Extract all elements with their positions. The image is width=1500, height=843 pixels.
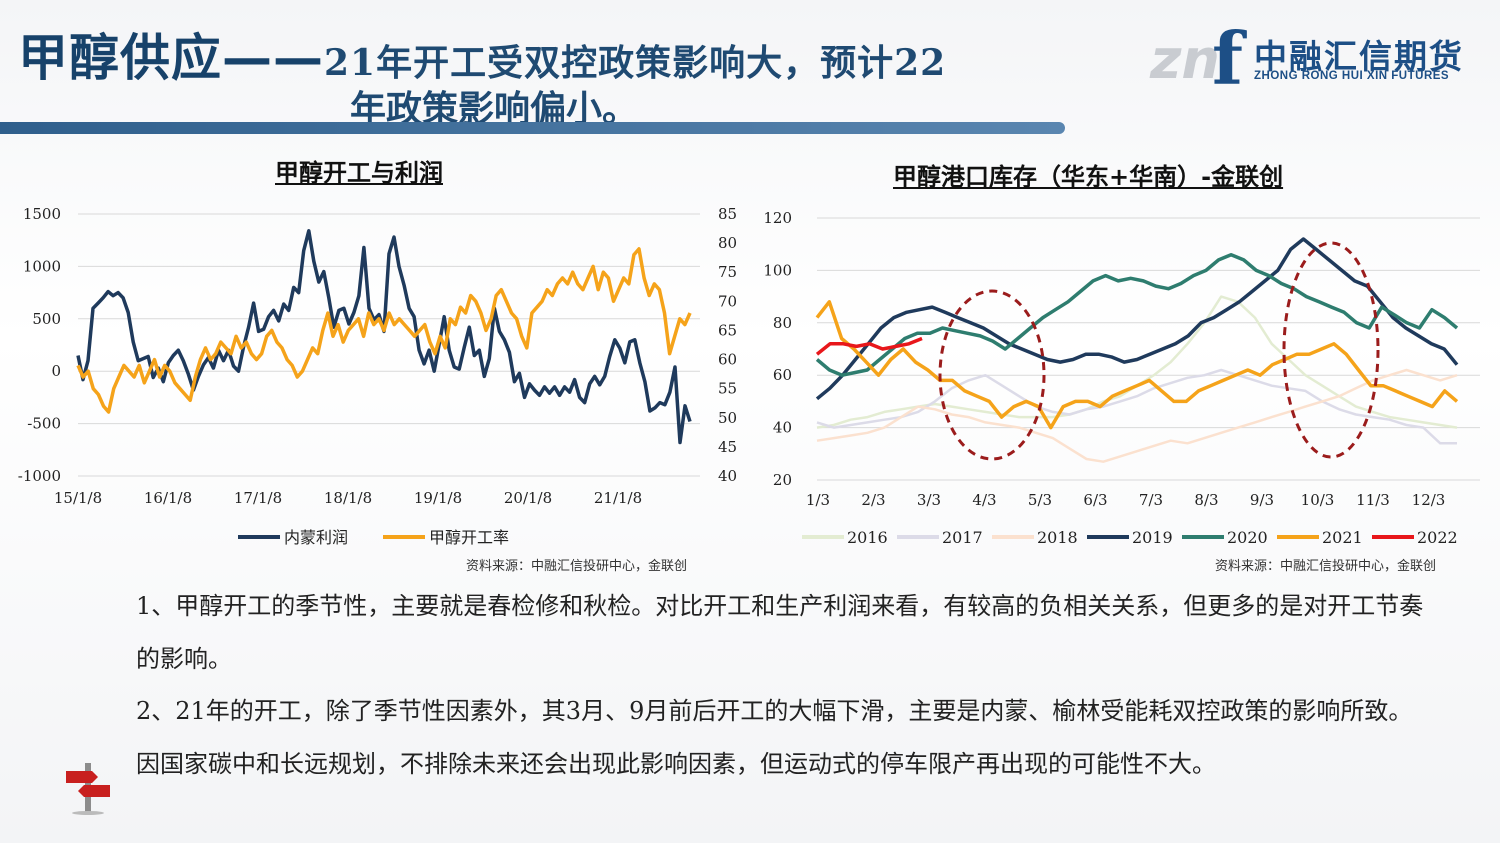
body-paragraph-1: 1、甲醇开工的季节性，主要就是春检修和秋检。对比开工和生产利润来看，有较高的负相… (136, 592, 1424, 673)
chart1-x-tick: 18/1/8 (324, 489, 372, 507)
chart2-annotation-ellipse-2 (1282, 241, 1380, 459)
chart1-y-left-tick: -1000 (18, 467, 61, 485)
page-title: 甲醇供应——21年开工受双控政策影响大，预计22 (18, 18, 946, 90)
chart2-series-line-2022 (815, 336, 923, 356)
chart2-series-line-2016 (816, 295, 1458, 429)
chart1-x-tick: 20/1/8 (504, 489, 552, 507)
chart2-title: 甲醇港口库存（华东+华南）-金联创 (893, 163, 1284, 191)
chart1-y-right-tick: 75 (718, 263, 737, 281)
chart2-legend-label-2019: 2019 (1132, 528, 1173, 547)
chart1-y-right-tick: 85 (718, 205, 737, 223)
chart2-x-tick: 11/3 (1356, 491, 1390, 509)
logo-company-name: 中融汇信期货 (1254, 37, 1464, 76)
logo-f-mark: f (1212, 16, 1243, 101)
chart1-title: 甲醇开工与利润 (275, 159, 443, 187)
chart1-x-tick: 21/1/8 (594, 489, 642, 507)
chart2-x-tick: 9/3 (1250, 491, 1274, 509)
chart2-legend-label-2021: 2021 (1322, 528, 1363, 547)
chart2-annotation-ellipse-1 (938, 289, 1046, 461)
chart2-y-tick: 40 (773, 419, 792, 437)
company-logo: zn f 中融汇信期货 ZHONG RONG HUI XIN FUTURES (1150, 16, 1470, 101)
chart2-svg: 120 100 80 60 40 20 1/3 2/3 3/3 4/3 5/3 6/3 7/3 8/3 9/… (763, 209, 1480, 547)
title-rest-text: 21年开工受双控政策影响大，预计22 (324, 42, 947, 84)
chart1-series-line-1 (76, 229, 692, 445)
chart1-x-tick: 15/1/8 (54, 489, 102, 507)
chart2-y-tick: 20 (773, 471, 792, 489)
chart1-y-left-tick: 1500 (23, 205, 61, 223)
chart1-y-right-tick: 40 (718, 467, 737, 485)
chart1-y-left-tick: 500 (32, 310, 61, 328)
chart2-series-line-2018 (816, 368, 1458, 463)
chart2-y-tick: 60 (773, 366, 792, 384)
signpost-icon (66, 763, 110, 815)
logo-zn-mark: zn (1150, 28, 1220, 91)
chart2-legend-label-2020: 2020 (1227, 528, 1268, 547)
chart1-y-right-tick: 55 (718, 380, 737, 398)
chart2-x-tick: 2/3 (861, 491, 885, 509)
chart2-x-tick: 10/3 (1301, 491, 1335, 509)
chart2-x-tick: 7/3 (1139, 491, 1163, 509)
chart2-x-tick: 5/3 (1028, 491, 1052, 509)
chart2-y-tick: 100 (763, 261, 792, 279)
chart1-y-right-tick: 65 (718, 321, 737, 339)
chart1-y-right-tick: 60 (718, 351, 737, 369)
chart2-series-line-2021 (815, 300, 1459, 430)
chart1-y-right-tick: 70 (718, 292, 737, 310)
chart1-y-right-tick: 50 (718, 409, 737, 427)
chart2-y-tick: 80 (773, 314, 792, 332)
chart1-y-left-tick: 1000 (23, 257, 61, 275)
chart2-x-tick: 4/3 (972, 491, 996, 509)
chart1-x-tick: 17/1/8 (234, 489, 282, 507)
chart2-x-tick: 3/3 (917, 491, 941, 509)
chart2-legend-label-2022: 2022 (1417, 528, 1458, 547)
chart1-x-tick: 16/1/8 (144, 489, 192, 507)
chart1-source: 资料来源：中融汇信投研中心，金联创 (466, 559, 688, 574)
chart2-legend-label-2017: 2017 (942, 528, 983, 547)
title-main-text: 甲醇供应—— (18, 29, 324, 87)
chart1-legend-label-1: 内蒙利润 (284, 528, 348, 547)
chart2-series-line-2020 (815, 252, 1459, 377)
body-paragraph-2: 2、21年的开工，除了季节性因素外，其3月、9月前后开工的大幅下滑，主要是内蒙、… (136, 697, 1413, 778)
header-bar (0, 122, 1065, 134)
chart2-x-tick: 12/3 (1412, 491, 1446, 509)
chart1-y-left-tick: 0 (51, 362, 61, 380)
logo-company-name-en: ZHONG RONG HUI XIN FUTURES (1254, 70, 1450, 82)
chart1-y-right-tick: 45 (718, 438, 737, 456)
chart1-svg: 1500 1000 500 0 -500 -1000 85 80 75 70 65 60 55 50 45 4… (18, 205, 737, 547)
chart2-y-tick: 120 (763, 209, 792, 227)
chart1-x-tick: 19/1/8 (414, 489, 462, 507)
chart1-y-left-tick: -500 (27, 415, 61, 433)
chart2-legend-label-2016: 2016 (847, 528, 888, 547)
chart2-x-tick: 8/3 (1194, 491, 1218, 509)
chart2-source: 资料来源：中融汇信投研中心，金联创 (1215, 559, 1437, 574)
chart1-series-line-2 (76, 247, 692, 414)
chart2-series-line-2019 (815, 237, 1459, 401)
chart1-legend-label-2: 甲醇开工率 (429, 528, 509, 547)
body-text: 1、甲醇开工的季节性，主要就是春检修和秋检。对比开工和生产利润来看，有较高的负相… (136, 580, 1436, 790)
chart2-x-tick: 6/3 (1083, 491, 1107, 509)
chart2-x-tick: 1/3 (806, 491, 830, 509)
chart1-y-right-tick: 80 (718, 234, 737, 252)
chart2-legend-label-2018: 2018 (1037, 528, 1078, 547)
